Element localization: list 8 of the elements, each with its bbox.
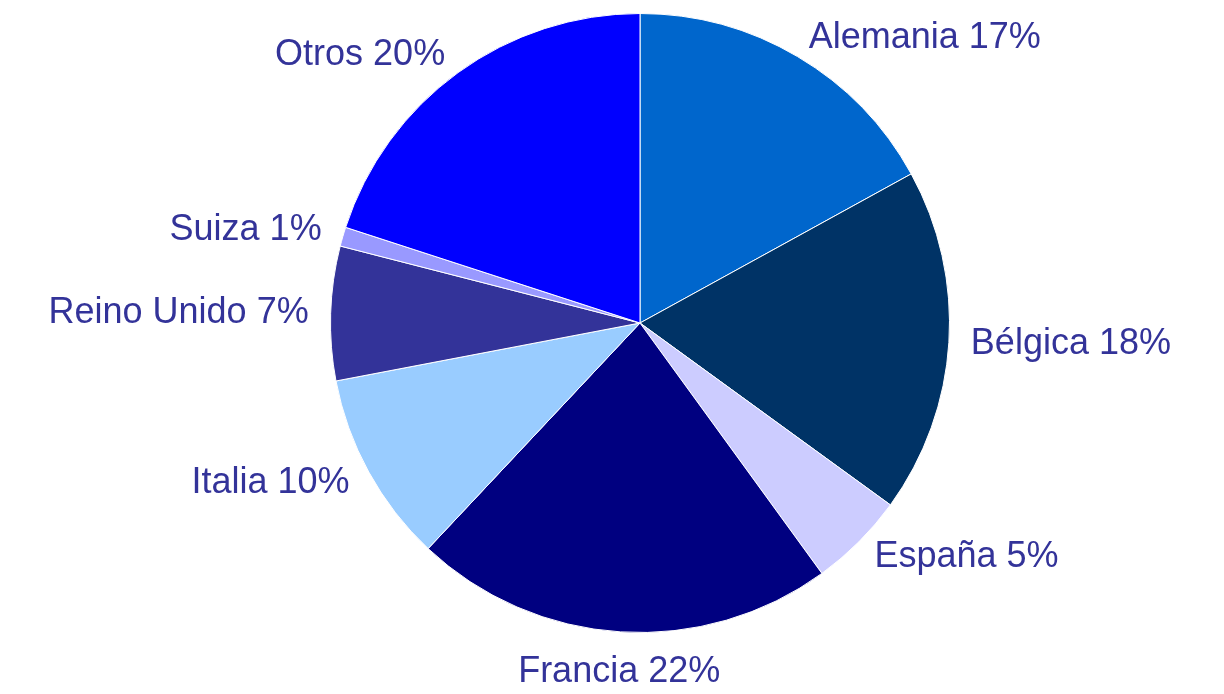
slice-label: Francia 22%	[518, 648, 721, 690]
slice-label: España 5%	[874, 534, 1059, 576]
slice-label: Suiza 1%	[169, 207, 322, 249]
slice-label: Otros 20%	[275, 31, 446, 73]
slice-label: Bélgica 18%	[970, 320, 1171, 362]
slice-label: Reino Unido 7%	[48, 289, 309, 331]
slice-label: Alemania 17%	[808, 14, 1041, 56]
slice-label: Italia 10%	[191, 459, 350, 501]
